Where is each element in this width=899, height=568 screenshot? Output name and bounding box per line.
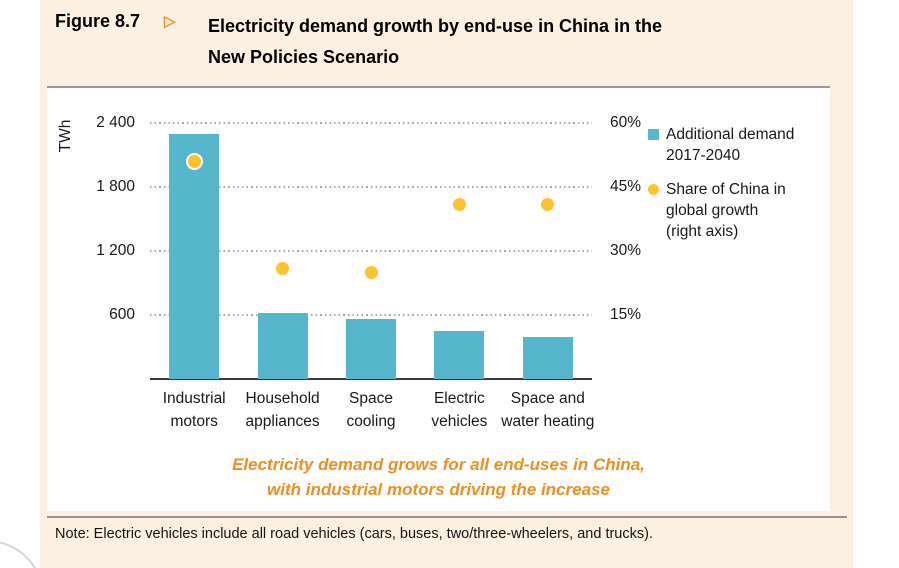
figure-block: Figure 8.7 ▷ Electricity demand growth b… [40,0,853,568]
right-axis-tick-label: 60% [610,114,642,131]
page-corner-arc [0,540,44,568]
chart-panel: TWh Additional demand 2017-2040 Share of… [47,86,830,511]
right-axis-tick-label: 30% [610,242,642,259]
right-axis-tick-label: 15% [610,306,642,323]
right-axis-tick-label: 45% [610,178,642,195]
gridline-2400 [150,122,592,124]
share-dot-3 [452,197,466,211]
chart-caption-line2: with industrial motors driving the incre… [267,480,610,499]
category-label-1: Household appliances [245,390,320,430]
legend-item-additional-demand: Additional demand 2017-2040 [648,124,794,166]
figure-note: Note: Electric vehicles include all road… [55,526,653,542]
y-axis-tick-label: 600 [109,306,135,323]
note-separator [47,516,847,518]
share-dot-1 [276,261,290,275]
legend-label-additional-demand: Additional demand 2017-2040 [666,126,795,164]
figure-title-line1: Electricity demand growth by end-use in … [208,16,663,36]
figure-label: Figure 8.7 [55,11,141,31]
gridline-1200 [150,250,592,252]
gridline-600 [150,314,592,316]
share-dot-0 [187,154,201,168]
share-dot-2 [364,265,378,279]
figure-marker-icon: ▷ [164,13,176,30]
bar-1 [257,312,308,379]
y-axis-tick-label: 1 800 [96,178,135,195]
category-label-2: Space cooling [346,390,396,430]
bar-4 [522,337,573,379]
chart-legend: Additional demand 2017-2040 Share of Chi… [648,124,794,242]
bar-2 [346,319,396,379]
figure-title: Electricity demand growth by end-use in … [208,11,662,73]
figure-title-line2: New Policies Scenario [208,47,400,67]
chart-caption: Electricity demand grows for all end-use… [47,452,830,502]
x-axis-line [150,378,592,380]
legend-item-share-of-china: Share of China in global growth (right a… [648,179,794,242]
gridline-1800 [150,186,592,188]
dot-series-swatch [648,184,659,195]
category-label-4: Space and water heating [501,390,595,430]
legend-label-share-of-china: Share of China in global growth (right a… [666,181,786,240]
chart-caption-line1: Electricity demand grows for all end-use… [232,455,645,474]
y-axis-tick-label: 1 200 [96,242,135,259]
category-label-3: Electric vehicles [431,390,488,430]
bar-series-swatch [648,129,659,140]
category-label-0: Industrial motors [162,390,226,430]
bar-0 [169,133,220,379]
y-axis-tick-label: 2 400 [96,114,135,131]
bar-3 [434,331,485,379]
share-dot-4 [541,197,555,211]
y-axis-unit-label: TWh [57,119,74,153]
